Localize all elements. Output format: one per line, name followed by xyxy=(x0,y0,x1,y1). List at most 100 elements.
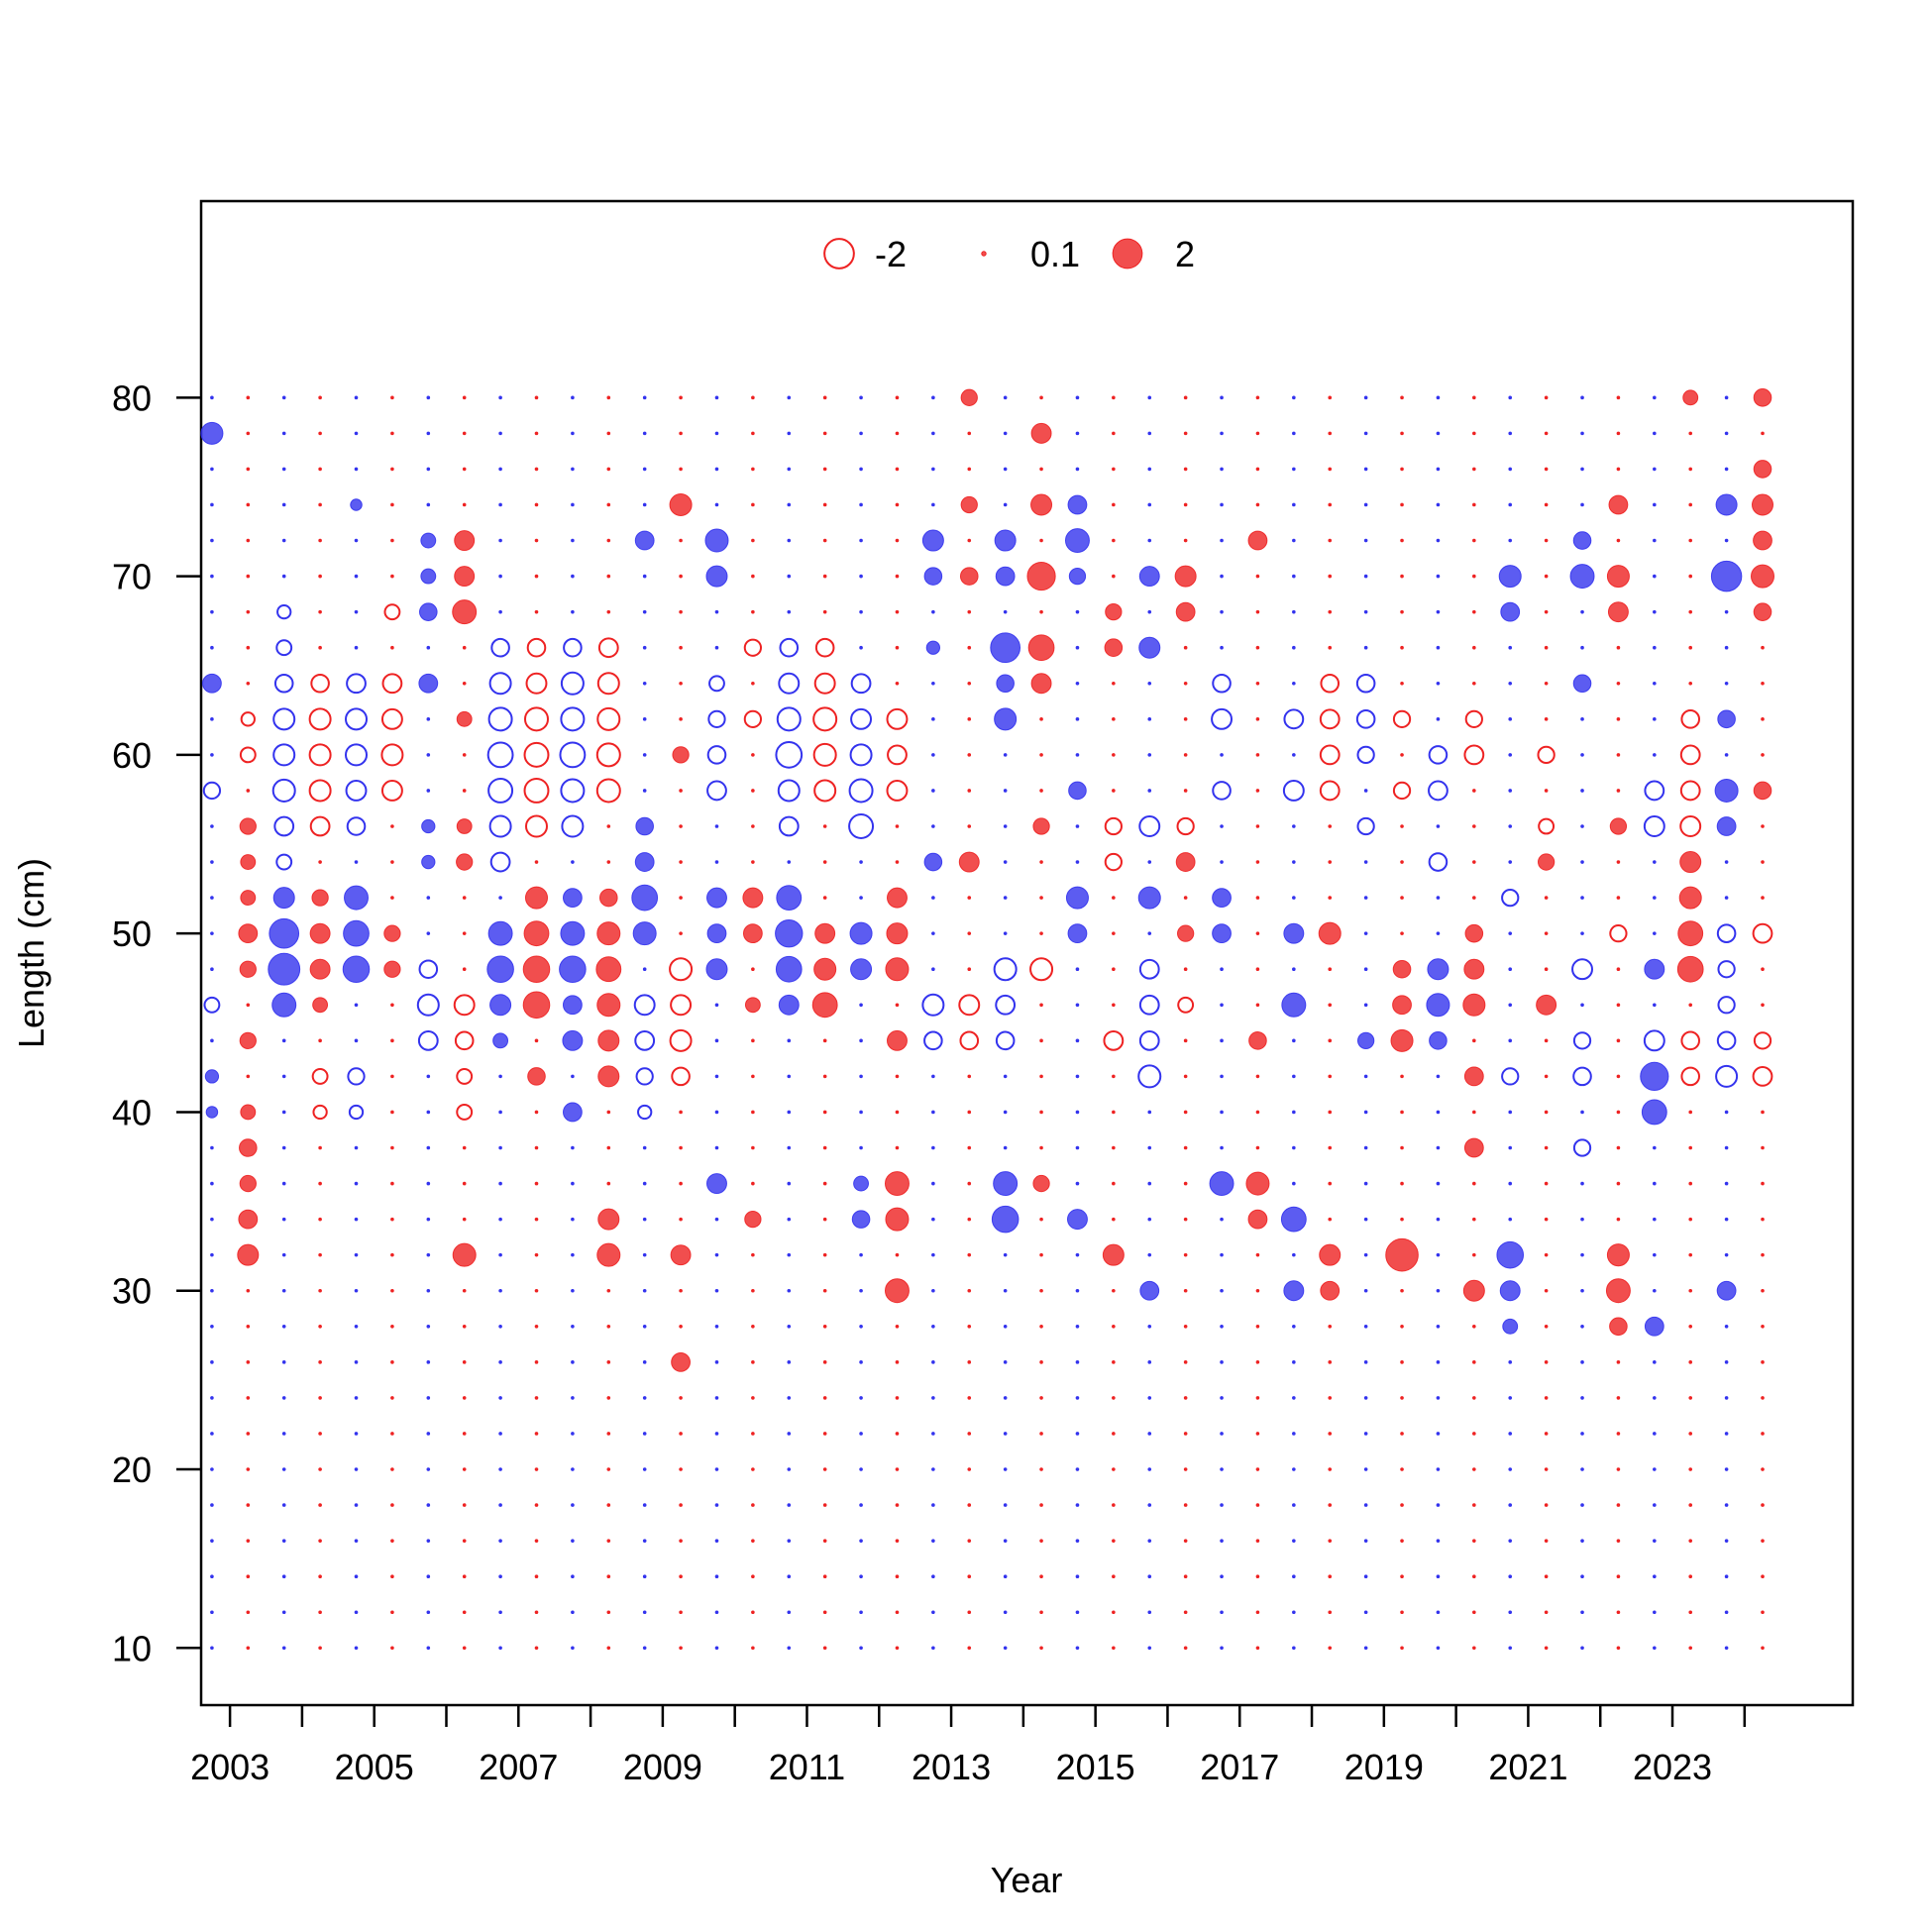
bubble-point xyxy=(1724,1217,1729,1222)
bubble-point xyxy=(1039,1646,1043,1651)
bubble-point xyxy=(990,632,1021,664)
bubble-point xyxy=(1363,1074,1368,1079)
bubble-point xyxy=(1183,1432,1188,1436)
bubble-point xyxy=(1255,574,1260,579)
bubble-point xyxy=(606,467,611,472)
bubble-point xyxy=(1363,609,1368,614)
bubble-point xyxy=(1328,1181,1333,1186)
bubble-point xyxy=(563,637,583,658)
bubble-point xyxy=(1075,431,1080,436)
bubble-point xyxy=(967,896,972,900)
bubble-point xyxy=(272,707,296,731)
bubble-point xyxy=(1147,1217,1152,1222)
bubble-point xyxy=(354,1467,359,1471)
bubble-point xyxy=(1761,645,1765,650)
bubble-point xyxy=(1183,1181,1188,1186)
bubble-point xyxy=(1102,1243,1125,1266)
bubble-point xyxy=(571,1574,575,1578)
bubble-point xyxy=(996,674,1015,694)
bubble-point xyxy=(239,1174,257,1193)
bubble-point xyxy=(1292,609,1296,614)
bubble-point xyxy=(822,502,827,507)
bubble-point xyxy=(1183,431,1188,436)
bubble-point xyxy=(462,502,467,507)
bubble-point xyxy=(1177,996,1195,1014)
bubble-point xyxy=(1392,959,1412,979)
bubble-point xyxy=(1147,502,1152,507)
bubble-point xyxy=(1176,816,1195,836)
bubble-point xyxy=(822,609,827,614)
bubble-point xyxy=(559,955,587,984)
bubble-point xyxy=(895,1003,900,1008)
bubble-point xyxy=(210,1288,214,1293)
bubble-point xyxy=(967,824,972,828)
bubble-point xyxy=(1544,1360,1549,1364)
bubble-point xyxy=(778,815,800,837)
bubble-point xyxy=(1067,923,1088,944)
bubble-point xyxy=(822,1110,827,1115)
bubble-point xyxy=(1003,1360,1008,1364)
bubble-point xyxy=(246,1574,251,1578)
bubble-point xyxy=(1147,1467,1152,1471)
bubble-point xyxy=(1147,717,1152,721)
bubble-point xyxy=(1003,609,1008,614)
bubble-point xyxy=(1039,467,1043,472)
bubble-point xyxy=(1400,860,1404,864)
bubble-point xyxy=(1616,1432,1621,1436)
bubble-point xyxy=(1363,395,1368,400)
x-tick-label: 2013 xyxy=(912,1747,991,1787)
bubble-point xyxy=(1761,1145,1765,1150)
bubble-point xyxy=(281,431,286,436)
bubble-point xyxy=(714,860,719,864)
bubble-point xyxy=(822,1288,827,1293)
bubble-point xyxy=(1039,789,1043,793)
bubble-point xyxy=(281,1217,286,1222)
bubble-point xyxy=(850,707,873,730)
bubble-point xyxy=(416,993,440,1017)
bubble-point xyxy=(859,1360,863,1364)
bubble-point xyxy=(390,896,394,900)
bubble-point xyxy=(498,609,502,614)
bubble-point xyxy=(672,746,690,764)
bubble-point xyxy=(751,1539,755,1543)
bubble-point xyxy=(1580,1396,1584,1400)
bubble-point xyxy=(634,1029,656,1051)
bubble-point xyxy=(1220,1145,1224,1150)
bubble-point xyxy=(246,1646,251,1651)
bubble-point xyxy=(895,824,900,828)
bubble-point xyxy=(1075,1503,1080,1507)
bubble-point xyxy=(1580,860,1584,864)
bubble-point xyxy=(887,887,908,909)
bubble-point xyxy=(995,1030,1016,1051)
bubble-point xyxy=(751,1252,755,1257)
bubble-point xyxy=(859,574,863,579)
bubble-point xyxy=(787,1252,792,1257)
bubble-point xyxy=(1400,1360,1404,1364)
bubble-point xyxy=(1653,1574,1657,1578)
bubble-point xyxy=(1220,467,1224,472)
bubble-point xyxy=(1355,673,1376,694)
bubble-point xyxy=(1075,1074,1080,1079)
bubble-point xyxy=(1183,896,1188,900)
bubble-point xyxy=(1436,645,1441,650)
bubble-point xyxy=(1436,1467,1441,1471)
bubble-point xyxy=(1147,538,1152,543)
bubble-point xyxy=(1761,1396,1765,1400)
bubble-point xyxy=(571,1252,575,1257)
bubble-point xyxy=(1653,1145,1657,1150)
bubble-point xyxy=(1677,920,1704,947)
bubble-point xyxy=(1580,1360,1584,1364)
bubble-point xyxy=(1075,1539,1080,1543)
bubble-point xyxy=(1676,955,1704,983)
bubble-point xyxy=(1292,1074,1296,1079)
bubble-point xyxy=(1039,1503,1043,1507)
bubble-point xyxy=(390,1288,394,1293)
bubble-point xyxy=(787,1432,792,1436)
bubble-point xyxy=(1688,1110,1693,1115)
bubble-point xyxy=(462,1181,467,1186)
bubble-point xyxy=(751,1074,755,1079)
bubble-point xyxy=(534,431,539,436)
bubble-point xyxy=(318,467,322,472)
bubble-point xyxy=(1183,538,1188,543)
bubble-point xyxy=(885,957,910,982)
